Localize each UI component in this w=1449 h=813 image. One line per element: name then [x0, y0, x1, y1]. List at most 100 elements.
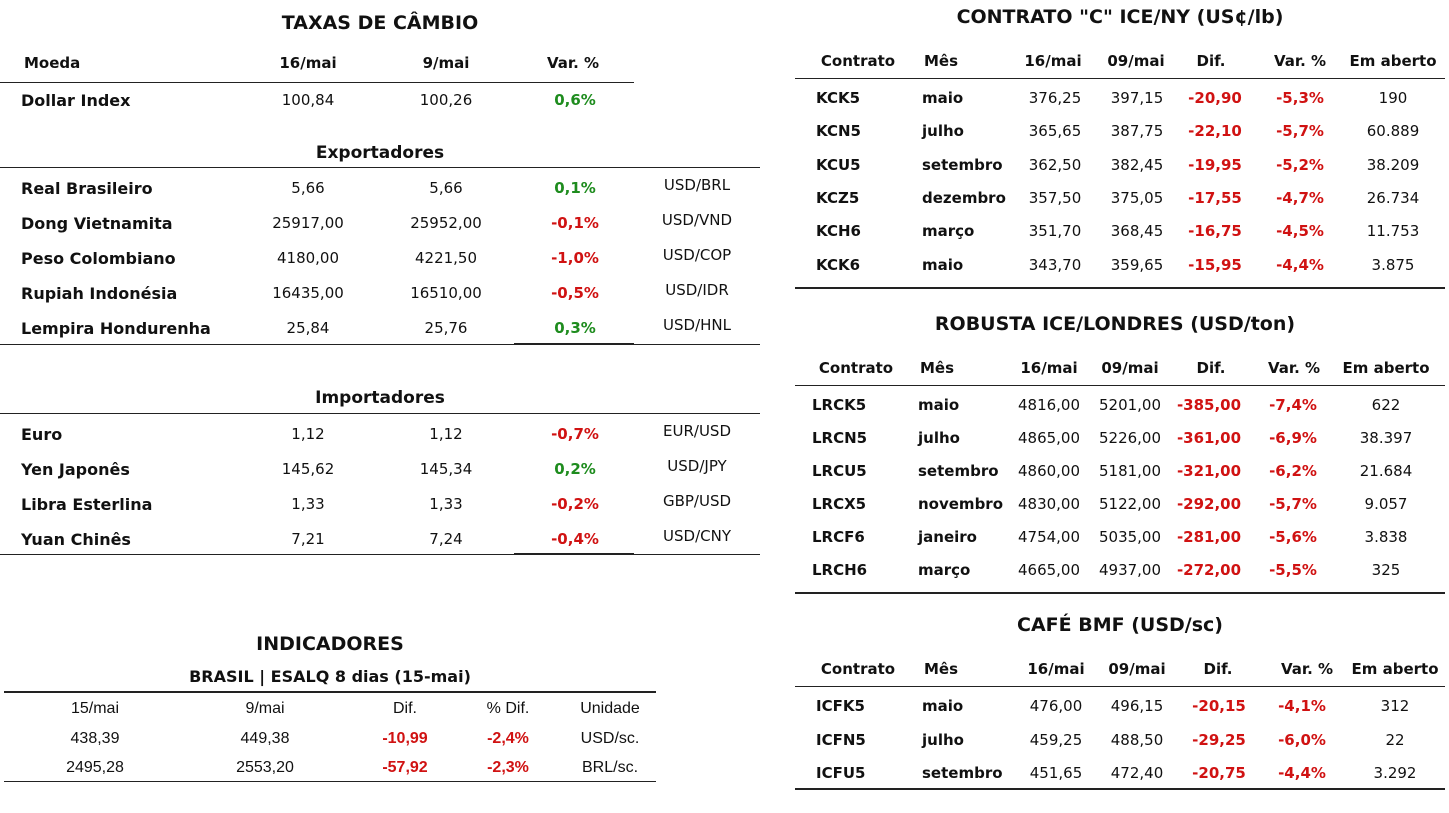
indicadores-cell-pdif: -2,4% — [487, 730, 529, 747]
robusta-cell-dif: -272,00 — [1176, 561, 1242, 579]
divider — [4, 691, 656, 693]
robusta-cell-open: 38.397 — [1359, 429, 1413, 447]
contrato_c-cell-dif: -17,55 — [1188, 188, 1242, 207]
divider — [795, 78, 1445, 79]
robusta-cell-code: LRCU5 — [812, 462, 867, 480]
contrato_c-header-cell: 09/mai — [1107, 52, 1165, 70]
bmf-header-cell: 16/mai — [1027, 660, 1085, 678]
cambio-header-cell: Var. % — [546, 54, 600, 72]
bmf-cell-open: 3.292 — [1373, 764, 1417, 782]
robusta-cell-var: -5,7% — [1269, 495, 1317, 513]
contrato_c-cell-mes: maio — [922, 89, 964, 107]
robusta-cell-dif: -321,00 — [1176, 462, 1242, 480]
contrato_c-cell-open: 190 — [1378, 89, 1408, 107]
importadores-title: Importadores — [315, 388, 445, 408]
contrato_c-cell-v2: 359,65 — [1110, 255, 1164, 274]
robusta-cell-open: 21.684 — [1359, 462, 1413, 480]
indicadores-header-cell: 15/mai — [70, 700, 120, 717]
currency-pair: USD/CNY — [663, 527, 731, 545]
currency-pair: GBP/USD — [662, 492, 732, 510]
contrato_c-cell-dif: -19,95 — [1188, 155, 1242, 174]
cambio-header-cell: Moeda — [24, 54, 81, 72]
currency-name: Lempira Hondurenha — [21, 319, 211, 338]
currency-name: Real Brasileiro — [21, 179, 153, 198]
cambio-header-cell: 16/mai — [279, 54, 337, 72]
bmf-cell-code: ICFK5 — [816, 697, 865, 715]
robusta-cell-mes: setembro — [918, 462, 999, 480]
divider — [4, 781, 656, 782]
variation-percent: 0,1% — [554, 179, 596, 197]
contrato_c-cell-code: KCH6 — [816, 222, 861, 241]
bmf-header-cell: Em aberto — [1351, 660, 1439, 678]
variation-percent: 0,2% — [554, 460, 596, 478]
bmf-cell-dif: -29,25 — [1192, 730, 1246, 749]
currency-name: Yen Japonês — [21, 460, 130, 479]
variation-percent: 0,6% — [554, 91, 596, 109]
contrato_c-cell-open: 11.753 — [1366, 222, 1420, 241]
robusta-cell-dif: -385,00 — [1176, 396, 1242, 414]
contrato_c-header-cell: Contrato — [820, 52, 896, 70]
contrato_c-cell-mes: julho — [922, 122, 964, 141]
contrato_c-cell-var: -5,2% — [1276, 155, 1324, 174]
indicadores-header-cell: % Dif. — [486, 700, 530, 717]
contrato_c-cell-code: KCU5 — [816, 155, 861, 174]
indicadores-cell-v1: 2495,28 — [66, 759, 124, 776]
divider — [514, 553, 634, 555]
bmf-header-cell: Var. % — [1280, 660, 1334, 678]
currency-pair: USD/COP — [662, 246, 732, 264]
robusta-cell-code: LRCN5 — [812, 429, 868, 447]
bmf-header-cell: Mês — [923, 660, 959, 678]
value-current: 1,12 — [291, 425, 325, 443]
robusta-header-cell: 16/mai — [1020, 359, 1078, 377]
robusta-header-cell: Mês — [919, 359, 955, 377]
currency-name: Yuan Chinês — [21, 530, 131, 549]
contrato_c-cell-open: 60.889 — [1366, 122, 1420, 141]
contrato_c-cell-v1: 362,50 — [1028, 155, 1082, 174]
contrato_c-cell-v2: 368,45 — [1110, 222, 1164, 241]
robusta-cell-v2: 5181,00 — [1098, 462, 1162, 480]
contrato_c-cell-var: -4,5% — [1276, 222, 1324, 241]
robusta-cell-open: 3.838 — [1364, 528, 1408, 546]
robusta-cell-var: -6,2% — [1269, 462, 1317, 480]
cambio-title: TAXAS DE CÂMBIO — [281, 12, 479, 34]
indicadores-title: INDICADORES — [256, 633, 404, 655]
contrato_c-cell-var: -4,4% — [1276, 255, 1324, 274]
indicadores-header-cell: Unidade — [580, 700, 640, 717]
value-previous: 25952,00 — [410, 214, 482, 232]
contrato_c-cell-v1: 357,50 — [1028, 188, 1082, 207]
value-previous: 145,34 — [419, 460, 473, 478]
contrato_c-cell-mes: setembro — [922, 155, 1003, 174]
robusta-cell-var: -7,4% — [1269, 396, 1317, 414]
bmf-cell-mes: maio — [922, 697, 964, 715]
contrato_c-cell-v2: 375,05 — [1110, 188, 1164, 207]
value-current: 5,66 — [291, 179, 325, 197]
currency-pair: USD/BRL — [663, 176, 731, 194]
value-current: 145,62 — [281, 460, 335, 478]
value-current: 25917,00 — [272, 214, 344, 232]
divider — [514, 343, 634, 345]
robusta-cell-v2: 5226,00 — [1098, 429, 1162, 447]
divider — [0, 167, 760, 168]
robusta-cell-v2: 4937,00 — [1098, 561, 1162, 579]
contrato_c-header-cell: Var. % — [1273, 52, 1327, 70]
bmf-cell-code: ICFN5 — [816, 730, 866, 749]
robusta-cell-v1: 4816,00 — [1017, 396, 1081, 414]
indicadores-cell-pdif: -2,3% — [487, 759, 529, 776]
indicadores-header-cell: 9/mai — [245, 700, 285, 717]
contrato_c-cell-v1: 365,65 — [1028, 122, 1082, 141]
indicadores-cell-unit: BRL/sc. — [581, 759, 639, 776]
contrato_c-cell-v1: 343,70 — [1028, 255, 1082, 274]
currency-pair: USD/VND — [661, 211, 733, 229]
value-current: 100,84 — [281, 91, 335, 109]
robusta-cell-code: LRCX5 — [812, 495, 867, 513]
contrato_c-cell-var: -4,7% — [1276, 188, 1324, 207]
robusta-header-cell: Dif. — [1196, 359, 1226, 377]
bmf-header-cell: Dif. — [1203, 660, 1233, 678]
contrato_c-cell-dif: -22,10 — [1188, 122, 1242, 141]
bmf-cell-v2: 488,50 — [1110, 730, 1164, 749]
contrato_c-header-cell: Em aberto — [1349, 52, 1437, 70]
bmf-cell-open: 22 — [1385, 730, 1405, 749]
robusta-cell-code: LRCF6 — [812, 528, 865, 546]
variation-percent: -0,5% — [551, 284, 599, 302]
value-previous: 4221,50 — [414, 249, 478, 267]
